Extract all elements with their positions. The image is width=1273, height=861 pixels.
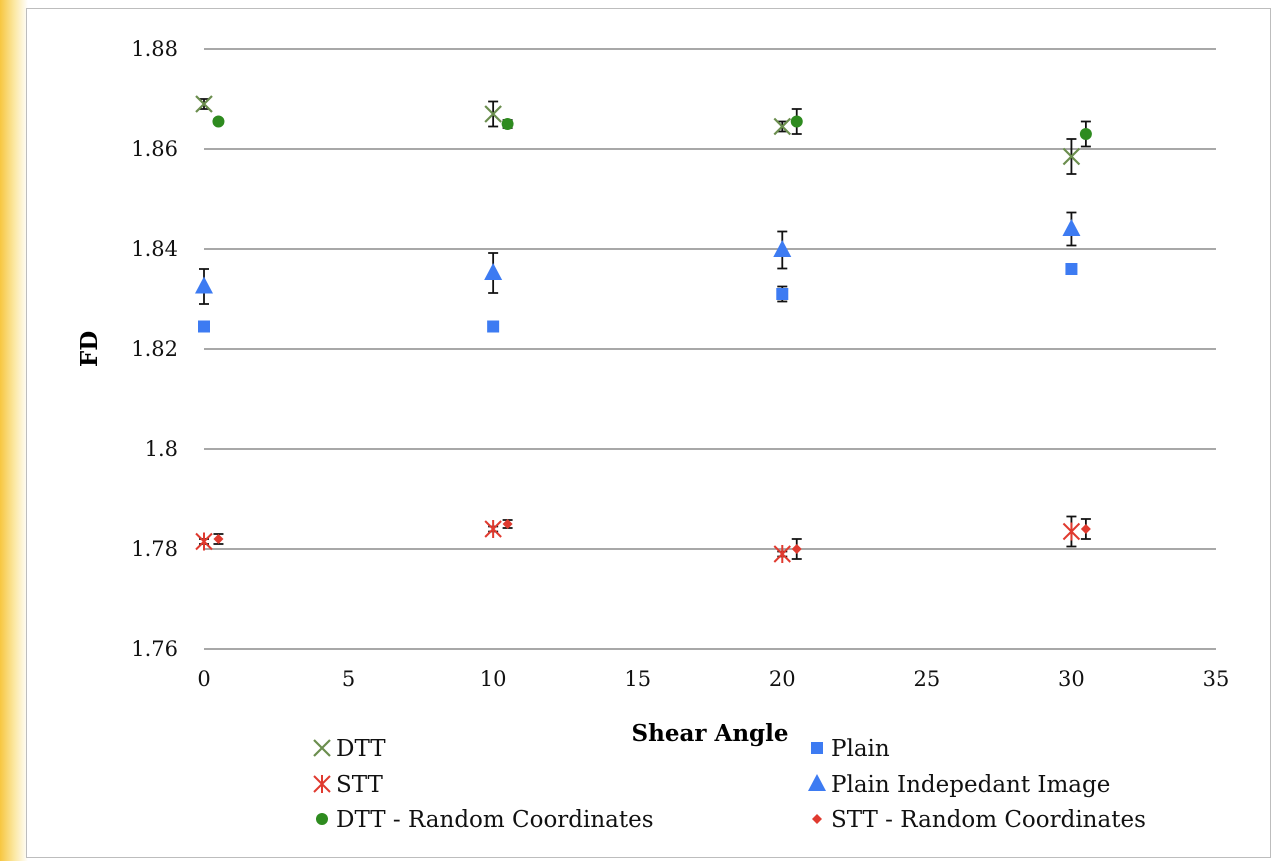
y-tick-label: 1.78 — [131, 537, 178, 561]
legend-label: STT — [336, 772, 384, 798]
data-point — [1065, 263, 1078, 275]
data-point — [195, 276, 213, 294]
data-point — [487, 320, 500, 333]
x-axis-title: Shear Angle — [631, 720, 788, 747]
x-tick-label: 0 — [197, 667, 210, 691]
x-tick-label: 25 — [913, 667, 940, 691]
data-point — [1079, 128, 1092, 140]
legend: DTT Plain STT Plain Indepedant Image DTT - R… — [313, 736, 1146, 833]
data-point — [773, 545, 791, 563]
legend-label: DTT - Random Coordinates — [336, 807, 654, 833]
legend-label: DTT — [336, 736, 386, 762]
data-point — [776, 288, 789, 300]
x-tick-label: 5 — [342, 667, 355, 691]
legend-label: Plain Indepedant Image — [831, 772, 1110, 798]
data-point — [195, 95, 213, 113]
y-tick-label: 1.84 — [131, 237, 178, 261]
grid-lines — [204, 48, 1216, 650]
data-point — [791, 544, 802, 554]
y-axis-title: FD — [76, 331, 103, 367]
data-point — [502, 519, 513, 529]
x-tick-label: 30 — [1058, 667, 1085, 691]
data-point — [484, 105, 502, 123]
data-point — [773, 117, 792, 136]
data-point — [212, 115, 225, 128]
legend-marker — [313, 775, 331, 793]
scatter-plot: 1.76 1.78 1.8 1.82 1.84 1.86 1.88 0 5 10 15 20 25 30… — [76, 37, 1229, 833]
legend-marker — [811, 742, 823, 754]
legend-marker — [812, 814, 822, 824]
y-tick-label: 1.82 — [131, 337, 178, 361]
x-tick-label: 35 — [1203, 667, 1230, 691]
chart-frame: 1.76 1.78 1.8 1.82 1.84 1.86 1.88 0 5 10 15 20 25 30… — [26, 8, 1271, 858]
y-tick-labels: 1.76 1.78 1.8 1.82 1.84 1.86 1.88 — [131, 37, 178, 661]
data-point — [484, 520, 502, 538]
data-point — [1062, 147, 1081, 166]
legend-label: STT - Random Coordinates — [831, 807, 1146, 833]
data-point — [1062, 522, 1081, 541]
x-tick-label: 15 — [624, 667, 651, 691]
x-tick-label: 20 — [769, 667, 796, 691]
legend-marker — [313, 739, 331, 757]
y-tick-label: 1.86 — [131, 137, 178, 161]
legend-marker — [316, 813, 328, 825]
data-point — [213, 534, 224, 544]
data-point — [1080, 524, 1091, 534]
data-point — [195, 532, 213, 551]
data-point — [790, 115, 803, 128]
data-point — [1062, 219, 1081, 236]
y-tick-label: 1.88 — [131, 37, 178, 61]
data-point — [773, 240, 792, 257]
data-point — [484, 263, 503, 280]
y-tick-label: 1.76 — [131, 637, 178, 661]
legend-marker — [808, 774, 826, 791]
data-point — [501, 118, 514, 130]
data-point — [198, 320, 210, 333]
legend-label: Plain — [831, 736, 890, 762]
x-tick-label: 10 — [480, 667, 507, 691]
data-points — [195, 95, 1092, 563]
x-tick-labels: 0 5 10 15 20 25 30 35 — [197, 667, 1229, 691]
y-tick-label: 1.8 — [145, 437, 178, 461]
